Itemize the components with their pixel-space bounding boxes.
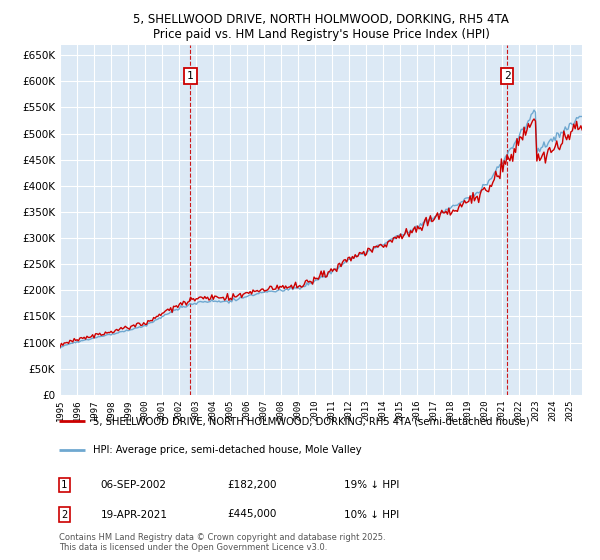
Text: 10% ↓ HPI: 10% ↓ HPI bbox=[344, 510, 399, 520]
Text: 1: 1 bbox=[61, 480, 67, 490]
Text: 2: 2 bbox=[61, 510, 67, 520]
Text: HPI: Average price, semi-detached house, Mole Valley: HPI: Average price, semi-detached house,… bbox=[93, 445, 362, 455]
Text: 06-SEP-2002: 06-SEP-2002 bbox=[101, 480, 167, 490]
Text: £182,200: £182,200 bbox=[227, 480, 277, 490]
Text: 19% ↓ HPI: 19% ↓ HPI bbox=[344, 480, 399, 490]
Text: Contains HM Land Registry data © Crown copyright and database right 2025.
This d: Contains HM Land Registry data © Crown c… bbox=[59, 533, 385, 552]
Text: 1: 1 bbox=[187, 71, 194, 81]
Text: 19-APR-2021: 19-APR-2021 bbox=[101, 510, 168, 520]
Title: 5, SHELLWOOD DRIVE, NORTH HOLMWOOD, DORKING, RH5 4TA
Price paid vs. HM Land Regi: 5, SHELLWOOD DRIVE, NORTH HOLMWOOD, DORK… bbox=[133, 13, 509, 41]
Text: 5, SHELLWOOD DRIVE, NORTH HOLMWOOD, DORKING, RH5 4TA (semi-detached house): 5, SHELLWOOD DRIVE, NORTH HOLMWOOD, DORK… bbox=[93, 416, 530, 426]
Text: 2: 2 bbox=[503, 71, 511, 81]
Text: £445,000: £445,000 bbox=[227, 510, 277, 520]
